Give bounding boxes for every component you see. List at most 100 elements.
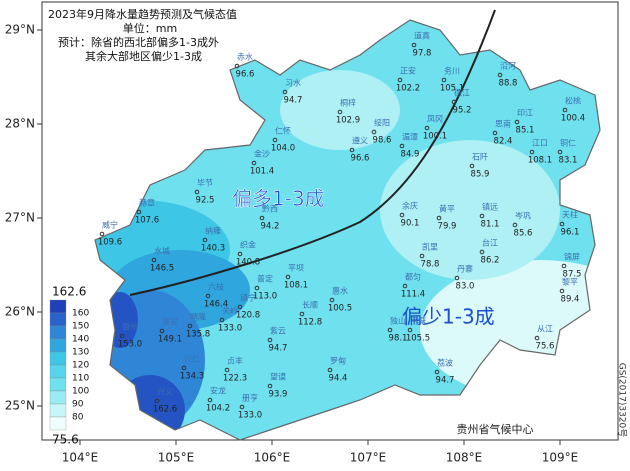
station: 六枝 146.4: [204, 282, 228, 310]
station-name: 台江: [482, 238, 498, 248]
station-name: 从江: [537, 325, 553, 334]
station: 普定 113.0: [253, 274, 277, 302]
station-dot: [454, 275, 460, 281]
legend-min: 75.6: [52, 433, 79, 447]
station: 黎平 89.4: [559, 277, 580, 305]
station: 从江 75.6: [534, 325, 554, 352]
station-dot: [387, 327, 393, 333]
station-name: 织金: [240, 240, 256, 250]
station-name: 德江: [454, 88, 470, 98]
station-value: 133.0: [218, 324, 242, 334]
station: 思南 82.4: [492, 119, 512, 147]
station-dot: [434, 369, 440, 375]
station-value: 89.4: [561, 295, 580, 305]
station-value: 94.7: [269, 344, 288, 354]
station-value: 108.1: [284, 281, 308, 291]
station-value: 140.3: [201, 244, 225, 254]
station: 盘州 153.0: [118, 322, 142, 350]
station-value: 96.6: [351, 154, 370, 164]
station-value: 100.1: [423, 132, 447, 142]
station-name: 望谟: [270, 372, 286, 382]
station: 水城 146.5: [150, 246, 174, 274]
station-value: 94.7: [284, 96, 303, 106]
station-name: 长顺: [302, 300, 318, 310]
station-name: 凯里: [422, 242, 438, 252]
station-name: 黎平: [562, 277, 578, 287]
station-name: 桐梓: [340, 98, 356, 108]
legend-level: 150: [72, 322, 89, 332]
station-value: 120.8: [236, 311, 260, 321]
station-value: 111.4: [401, 290, 425, 300]
station: 桐梓 102.9: [336, 98, 360, 126]
station-value: 81.1: [481, 220, 500, 230]
title-block: 2023年9月降水量趋势预测及气候态值单位：mm预计：除省的西北部偏多1-3成外…: [48, 7, 237, 63]
station-name: 道真: [414, 31, 430, 41]
station-dot: [534, 335, 540, 341]
station-value: 83.0: [456, 282, 475, 292]
station-value: 85.1: [516, 126, 535, 136]
station-value: 96.6: [236, 70, 255, 80]
station-name: 平坝: [288, 264, 304, 273]
station-dot: [411, 42, 417, 48]
footer: 贵州省气候中心: [457, 422, 534, 436]
station: 石阡 85.9: [469, 153, 489, 180]
station: 长顺 112.8: [298, 300, 322, 328]
station-dot: [479, 213, 485, 219]
station: 赤水 96.6: [234, 52, 255, 80]
station-dot: [559, 288, 565, 294]
station-value: 149.1: [158, 335, 182, 345]
station: 丹寨 83.0: [454, 264, 475, 292]
legend-swatch: [49, 312, 67, 327]
station-name: 六枝: [208, 282, 224, 292]
station-name: 毕节: [197, 178, 213, 188]
station-value: 104.0: [271, 144, 295, 154]
x-tick-label: 107°E: [350, 451, 387, 465]
station-name: 锦屏: [564, 252, 580, 262]
station: 凯里 78.8: [419, 242, 439, 270]
station-dot: [219, 317, 225, 323]
legend-swatch: [49, 377, 67, 392]
station: 镇远 81.1: [479, 202, 500, 230]
station-value: 97.8: [413, 49, 432, 59]
title-line: 单位：mm: [123, 21, 177, 35]
annotation-less: 偏少1-3成: [402, 305, 495, 329]
station-dot: [419, 253, 425, 259]
station: 台江 86.2: [479, 238, 499, 266]
station: 印江 85.1: [514, 109, 535, 136]
station: 江口 108.1: [528, 139, 552, 166]
station: 普安 149.1: [158, 317, 182, 345]
station-dot: [436, 215, 442, 221]
station-name: 普定: [257, 274, 273, 284]
station-name: 习水: [285, 78, 301, 88]
station: 锦屏 87.5: [561, 252, 581, 280]
station: 罗甸 94.4: [327, 356, 347, 384]
station: 平坝 108.1: [284, 264, 308, 291]
station-name: 正安: [400, 66, 416, 76]
station-dot: [254, 285, 260, 291]
station-dot: [562, 107, 568, 113]
station-name: 湄潭: [402, 133, 418, 142]
station-name: 印江: [517, 109, 533, 118]
station-name: 普安: [162, 317, 178, 327]
station-name: 铜仁: [560, 138, 576, 148]
station-dot: [561, 263, 567, 269]
station: 惠水 100.5: [328, 286, 352, 314]
legend-swatch: [49, 351, 67, 366]
station: 安龙 104.2: [206, 386, 230, 414]
station-name: 兴义: [157, 388, 173, 397]
station-value: 101.4: [250, 167, 274, 177]
station-name: 思南: [495, 119, 511, 129]
legend-level: 130: [72, 348, 89, 358]
station-value: 133.0: [238, 411, 262, 421]
station-name: 册亨: [242, 393, 258, 403]
station-value: 146.5: [150, 264, 174, 274]
station-name: 余庆: [402, 201, 418, 211]
station-dot: [181, 365, 187, 371]
x-tick-label: 104°E: [62, 451, 99, 465]
station: 松桃 100.4: [561, 96, 585, 124]
station-name: 石阡: [472, 153, 488, 162]
station-dot: [99, 231, 105, 237]
station-value: 100.4: [561, 114, 585, 124]
station-dot: [136, 209, 142, 215]
station-value: 102.9: [336, 116, 360, 126]
